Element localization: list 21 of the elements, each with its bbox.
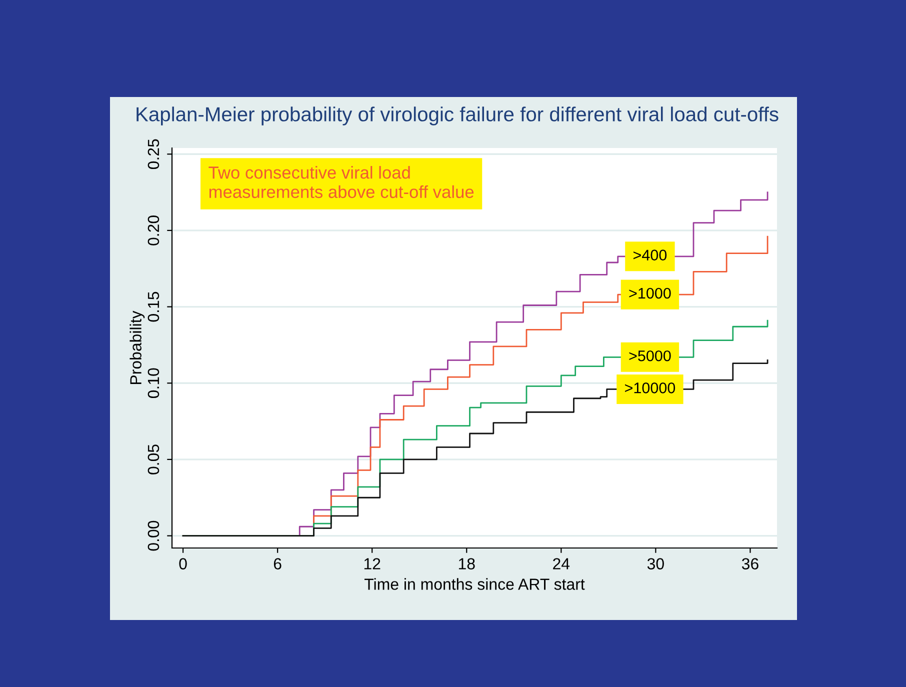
y-tick-label: 0.05 bbox=[148, 444, 160, 474]
series-label: >1000 bbox=[629, 288, 671, 299]
y-tick-label: 0.00 bbox=[148, 520, 160, 551]
y-tick-label: 0.25 bbox=[148, 139, 160, 170]
series-label: >5000 bbox=[629, 350, 671, 362]
x-tick-label: 30 bbox=[647, 558, 664, 570]
y-tick-label: 0.15 bbox=[148, 292, 160, 322]
y-axis-title: Probability bbox=[130, 310, 145, 384]
x-tick-label: 18 bbox=[458, 558, 475, 570]
annotation: Two consecutive viral load measurements above cut-off value bbox=[208, 166, 474, 198]
series-label: >10000 bbox=[625, 382, 676, 394]
y-tick-label: 0.10 bbox=[148, 368, 160, 398]
series-label: >400 bbox=[634, 250, 667, 260]
x-tick-label: 6 bbox=[274, 558, 282, 570]
x-tick-label: 12 bbox=[364, 558, 380, 570]
y-tick-label: 0.20 bbox=[148, 216, 160, 246]
chart-title: Kaplan-Meier probability of virologic failure for different viral load cut-offs bbox=[136, 106, 778, 126]
x-tick-label: 0 bbox=[179, 558, 187, 570]
x-tick-label: 36 bbox=[742, 558, 758, 570]
x-axis-title: Time in months since ART start bbox=[364, 578, 585, 590]
x-tick-label: 24 bbox=[553, 558, 570, 570]
